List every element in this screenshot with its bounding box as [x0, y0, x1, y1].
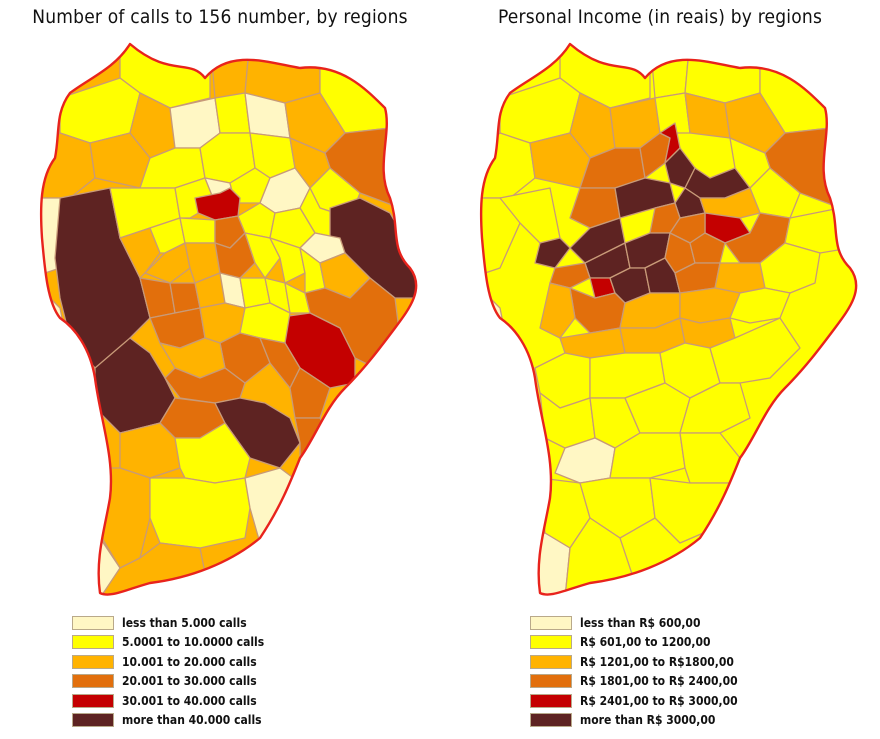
legend-item: 20.001 to 30.000 calls: [72, 672, 264, 692]
income-map: [479, 42, 858, 596]
legend-item: 30.001 to 40.000 calls: [72, 691, 264, 711]
legend-swatch: [530, 693, 572, 708]
legend-label: R$ 1801,00 to R$ 2400,00: [580, 674, 738, 689]
legend-swatch: [530, 635, 572, 650]
legend-item: R$ 1201,00 to R$1800,00: [530, 652, 738, 672]
legend-swatch: [72, 693, 114, 708]
legend-label: less than 5.000 calls: [122, 615, 247, 630]
legend-swatch: [72, 654, 114, 669]
legend-label: 10.001 to 20.000 calls: [122, 654, 257, 669]
calls-legend: less than 5.000 calls 5.0001 to 10.0000 …: [72, 613, 264, 730]
legend-swatch: [72, 674, 114, 689]
legend-label: more than 40.000 calls: [122, 713, 262, 728]
legend-swatch: [530, 654, 572, 669]
legend-item: less than R$ 600,00: [530, 613, 738, 633]
legend-label: 30.001 to 40.000 calls: [122, 693, 257, 708]
income-legend: less than R$ 600,00 R$ 601,00 to 1200,00…: [530, 613, 738, 730]
legend-item: more than 40.000 calls: [72, 711, 264, 731]
legend-item: 5.0001 to 10.0000 calls: [72, 633, 264, 653]
legend-item: R$ 601,00 to 1200,00: [530, 633, 738, 653]
legend-swatch: [72, 635, 114, 650]
calls-map-panel: Number of calls to 156 number, by region…: [32, 6, 418, 730]
legend-label: 20.001 to 30.000 calls: [122, 674, 257, 689]
legend-label: 5.0001 to 10.0000 calls: [122, 635, 265, 650]
calls-map-title: Number of calls to 156 number, by region…: [32, 6, 408, 28]
income-map-title: Personal Income (in reais) by regions: [497, 6, 823, 28]
legend-swatch: [530, 713, 572, 728]
income-map-panel: Personal Income (in reais) by regions: [440, 0, 880, 739]
legend-swatch: [530, 674, 572, 689]
legend-label: R$ 1201,00 to R$1800,00: [580, 654, 734, 669]
calls-map: [39, 42, 418, 596]
legend-item: more than R$ 3000,00: [530, 711, 738, 731]
legend-item: R$ 1801,00 to R$ 2400,00: [530, 672, 738, 692]
legend-item: R$ 2401,00 to R$ 3000,00: [530, 691, 738, 711]
legend-item: 10.001 to 20.000 calls: [72, 652, 264, 672]
legend-swatch: [530, 615, 572, 630]
legend-item: less than 5.000 calls: [72, 613, 264, 633]
legend-label: less than R$ 600,00: [580, 615, 701, 630]
legend-swatch: [72, 615, 114, 630]
legend-label: R$ 2401,00 to R$ 3000,00: [580, 693, 738, 708]
legend-label: R$ 601,00 to 1200,00: [580, 635, 711, 650]
legend-label: more than R$ 3000,00: [580, 713, 716, 728]
legend-swatch: [72, 713, 114, 728]
